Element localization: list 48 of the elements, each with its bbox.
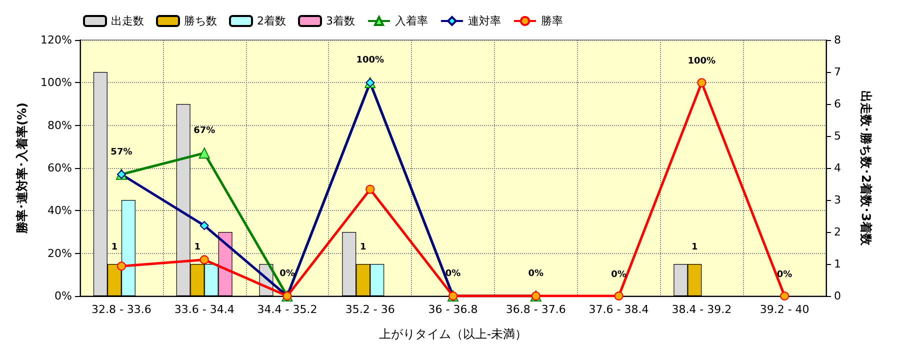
- data-label: 0%: [528, 269, 544, 279]
- y-tick-label: 40%: [48, 204, 72, 218]
- y2-tick-label: 7: [834, 66, 841, 78]
- data-label: 100%: [356, 56, 384, 66]
- y-axis-title: 勝率･連対率･入着率(%): [15, 102, 29, 234]
- y2-tick-label: 4: [834, 162, 841, 174]
- y2-tick-label: 5: [834, 130, 841, 142]
- data-label: 67%: [194, 126, 216, 136]
- x-tick-label: 39.2 - 40: [760, 303, 810, 316]
- legend-label: 勝ち数: [184, 14, 217, 28]
- data-label: 0%: [445, 269, 461, 279]
- legend-label: 3着数: [326, 14, 355, 28]
- x-tick-label: 35.2 - 36: [345, 303, 395, 316]
- x-axis-title: 上がりタイム（以上-未満）: [378, 327, 528, 341]
- data-label: 0%: [611, 270, 626, 280]
- y2-axis-title: 出走数･勝ち数･2着数･3着数: [859, 90, 873, 246]
- data-label: 1: [360, 242, 366, 252]
- y-tick-label: 20%: [48, 246, 72, 260]
- y-tick-label: 120%: [40, 34, 72, 46]
- y-tick-label: 0%: [54, 290, 72, 302]
- data-label: 100%: [688, 56, 716, 67]
- data-label: 1: [194, 242, 200, 252]
- data-label: 1: [692, 242, 698, 252]
- legend-label: 2着数: [257, 14, 286, 28]
- x-tick-label: 33.6 - 34.4: [174, 303, 234, 316]
- legend-label: 勝率: [540, 14, 563, 28]
- y2-tick-label: 6: [834, 98, 841, 110]
- legend-label: 入着率: [394, 14, 428, 28]
- data-label: 0%: [776, 270, 792, 280]
- data-label: 0%: [280, 269, 295, 279]
- y2-tick-label: 2: [834, 226, 841, 238]
- y2-tick-label: 0: [834, 290, 841, 302]
- y2-tick-label: 3: [834, 194, 841, 206]
- x-tick-label: 34.4 - 35.2: [257, 303, 318, 316]
- y-tick-label: 80%: [48, 118, 72, 132]
- legend-label: 連対率: [468, 14, 501, 28]
- legend-label: 出走数: [111, 14, 144, 28]
- x-tick-label: 36.8 - 37.6: [506, 303, 566, 316]
- y-tick-label: 100%: [40, 76, 72, 90]
- x-tick-label: 32.8 - 33.6: [91, 303, 152, 316]
- data-label: 1: [111, 242, 118, 252]
- x-tick-label: 36 - 36.8: [428, 303, 478, 316]
- x-tick-label: 37.6 - 38.4: [588, 303, 649, 316]
- y-tick-label: 60%: [48, 162, 72, 174]
- data-label: 57%: [110, 147, 132, 158]
- x-tick-label: 38.4 - 39.2: [672, 303, 732, 316]
- y2-tick-label: 8: [834, 34, 841, 46]
- y2-tick-label: 1: [834, 258, 841, 270]
